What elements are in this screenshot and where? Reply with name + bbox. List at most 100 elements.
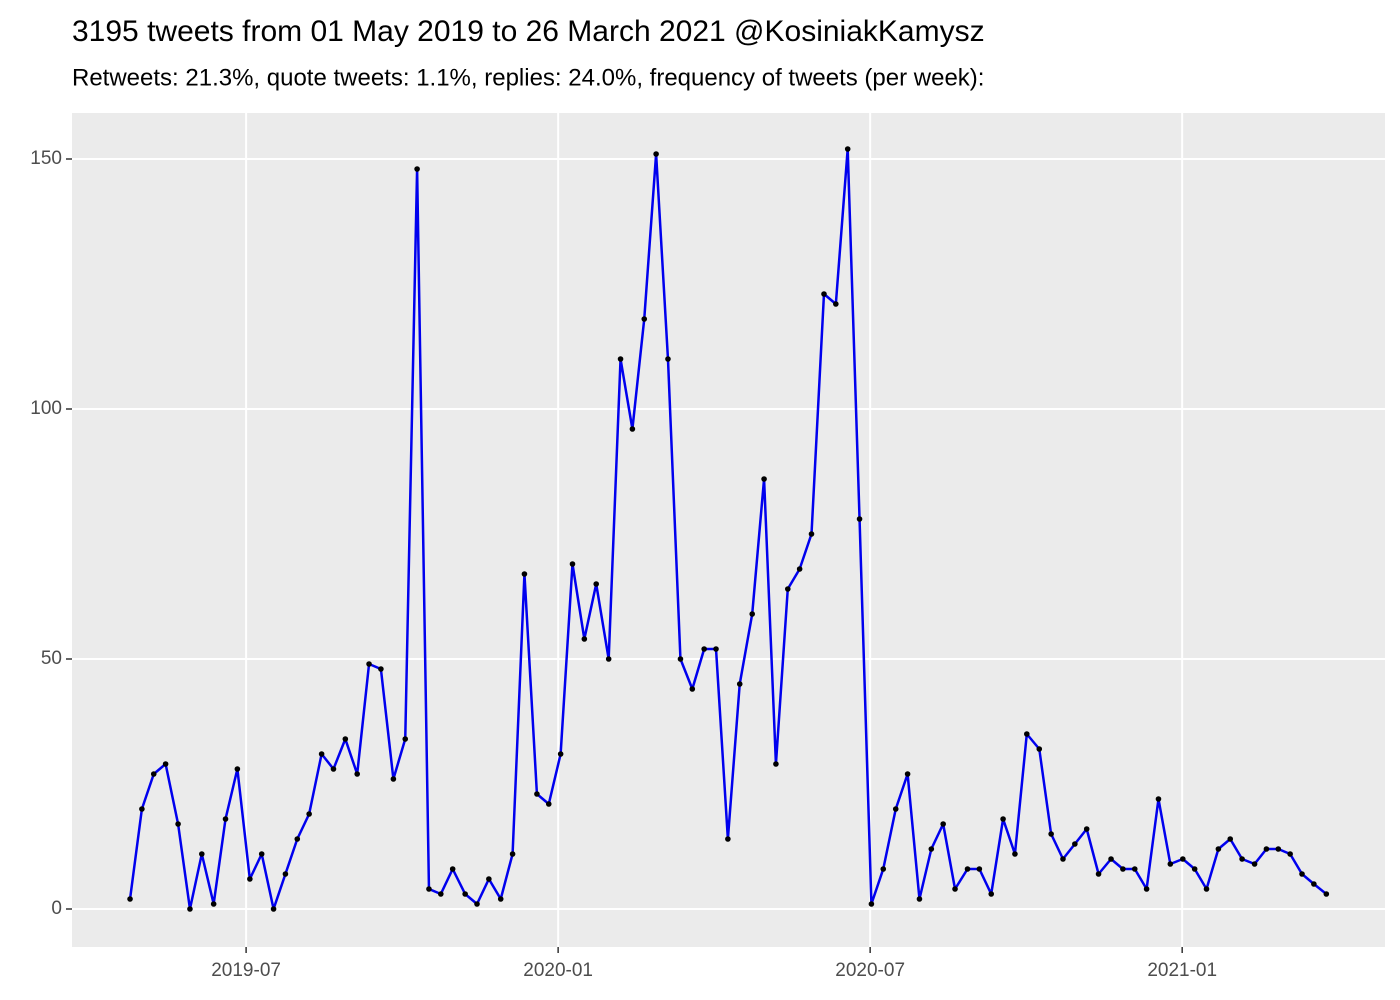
point <box>928 846 935 852</box>
point <box>653 151 659 157</box>
point <box>247 876 253 882</box>
point <box>1072 841 1078 847</box>
point <box>1000 816 1006 822</box>
point <box>761 476 767 482</box>
point <box>342 736 349 742</box>
point <box>486 876 492 882</box>
point <box>497 896 504 902</box>
point <box>366 661 372 667</box>
y-tick-label: 150 <box>30 148 62 169</box>
point <box>521 571 528 577</box>
chart-title: 3195 tweets from 01 May 2019 to 26 March… <box>72 15 985 48</box>
point <box>1239 856 1245 862</box>
point <box>833 301 839 307</box>
point <box>880 866 887 872</box>
point <box>964 866 971 872</box>
point <box>1263 846 1270 852</box>
y-tick-label: 100 <box>30 398 62 419</box>
point <box>127 896 133 902</box>
point <box>306 811 312 817</box>
point <box>534 791 540 797</box>
point <box>1275 846 1282 852</box>
point <box>844 146 851 152</box>
point <box>605 656 612 662</box>
point <box>1131 866 1138 872</box>
point <box>199 851 205 857</box>
chart-subtitle: Retweets: 21.3%, quote tweets: 1.1%, rep… <box>72 64 984 91</box>
point <box>976 866 983 872</box>
point <box>462 891 468 897</box>
point <box>1251 861 1258 867</box>
point <box>175 821 181 827</box>
point <box>1191 866 1198 872</box>
point <box>414 166 420 172</box>
point <box>749 611 756 617</box>
point <box>139 806 145 812</box>
point <box>1227 836 1234 842</box>
point <box>701 646 707 652</box>
point <box>187 906 193 912</box>
point <box>438 891 444 897</box>
x-tick-label: 2020-01 <box>523 960 593 981</box>
point <box>426 886 432 892</box>
x-tick-label: 2021-01 <box>1147 960 1217 981</box>
y-tick-label: 0 <box>51 898 62 919</box>
point <box>593 581 600 587</box>
point <box>545 801 552 807</box>
point <box>378 666 384 672</box>
point <box>773 761 779 767</box>
point <box>736 681 743 687</box>
point <box>354 771 360 777</box>
point <box>210 901 217 907</box>
point <box>1060 856 1066 862</box>
point <box>402 736 409 742</box>
point <box>162 761 169 767</box>
point <box>677 656 684 662</box>
point <box>1143 886 1150 892</box>
x-tick-label: 2019-07 <box>211 960 281 981</box>
point <box>808 531 815 537</box>
point <box>258 851 265 857</box>
point <box>713 646 719 652</box>
point <box>821 291 827 297</box>
point <box>665 356 671 362</box>
point <box>1120 866 1126 872</box>
point <box>1299 871 1305 877</box>
point <box>1083 826 1090 832</box>
point <box>1012 851 1018 857</box>
point <box>234 766 241 772</box>
point <box>1023 731 1030 737</box>
point <box>1167 861 1174 867</box>
point <box>1180 856 1186 862</box>
point <box>1155 796 1162 802</box>
point <box>509 851 516 857</box>
point <box>916 896 923 902</box>
point <box>222 816 229 822</box>
point <box>617 356 624 362</box>
point <box>1287 851 1293 857</box>
point <box>988 891 995 897</box>
point <box>1095 871 1102 877</box>
point <box>784 586 791 592</box>
point <box>1036 746 1043 752</box>
point <box>1323 891 1330 897</box>
point <box>294 836 301 842</box>
point <box>569 561 576 567</box>
panel <box>72 113 1385 947</box>
x-tick-label: 2020-07 <box>835 960 905 981</box>
point <box>1215 846 1222 852</box>
point <box>318 751 325 757</box>
point <box>390 776 397 782</box>
point <box>796 566 803 572</box>
point <box>330 766 337 772</box>
point <box>641 316 648 322</box>
point <box>1203 886 1210 892</box>
grid <box>72 113 1385 947</box>
point <box>892 806 899 812</box>
point <box>449 866 456 872</box>
point <box>952 886 958 892</box>
point <box>474 901 480 907</box>
point <box>282 871 289 877</box>
point <box>689 686 696 692</box>
point <box>940 821 946 827</box>
